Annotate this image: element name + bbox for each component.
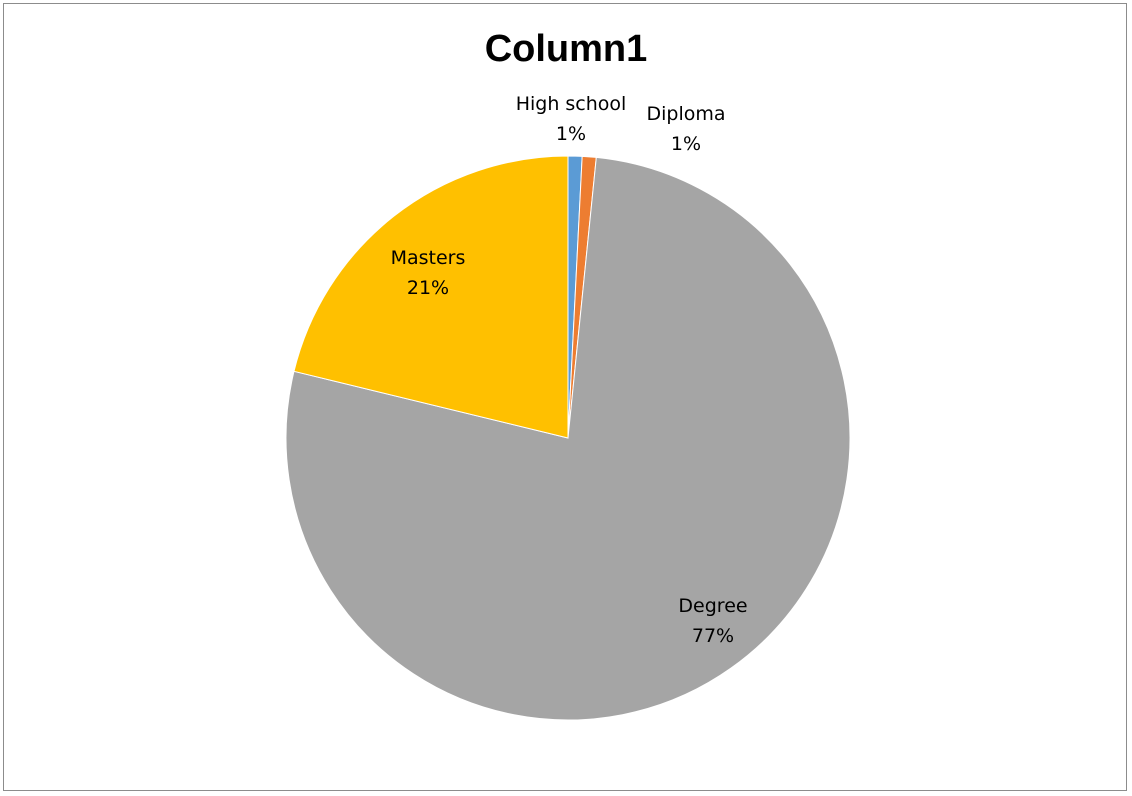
pie-slice-masters [293,155,569,439]
slice-label-category: High school [516,93,627,115]
slice-label-percent: 1% [671,133,701,155]
slice-label-percent: 21% [407,277,449,299]
slice-label-category: Diploma [646,103,725,125]
slice-label-percent: 1% [556,123,586,145]
pie-slice-degree [285,156,851,721]
chart-title: Column1 [484,28,648,70]
slice-label-percent: 77% [692,625,734,647]
slice-label-category: Masters [391,247,466,269]
slice-label-category: Degree [678,595,747,617]
